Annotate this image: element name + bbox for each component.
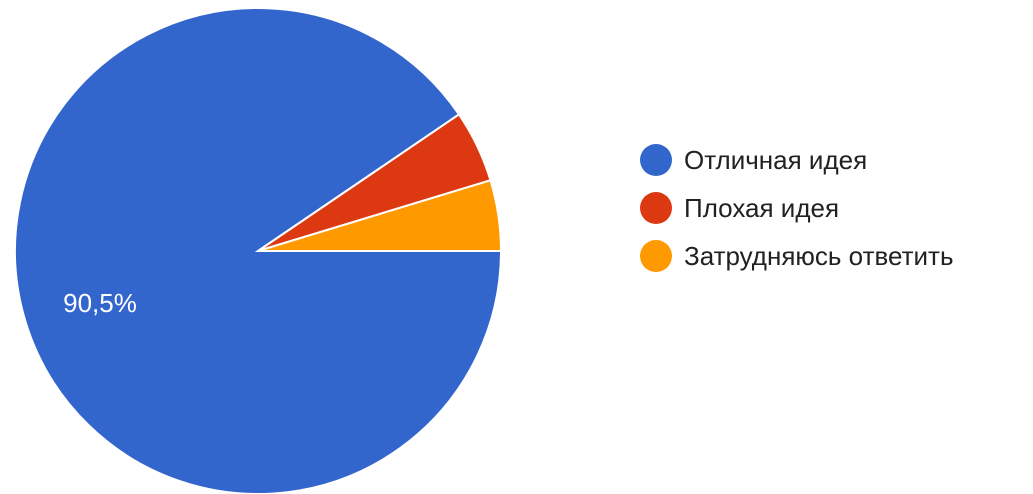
legend-label: Затрудняюсь ответить: [684, 240, 954, 271]
pie-slice-2[interactable]: [257, 179, 503, 252]
legend-item-zatrudnyayus-otvetit[interactable]: Затрудняюсь ответить: [640, 232, 953, 280]
pie-chart: 90,5%: [14, 7, 503, 494]
legend-label: Плохая идея: [684, 192, 840, 223]
legend-swatch-icon: [640, 144, 672, 176]
legend-swatch-icon: [640, 192, 672, 224]
slice-data-label: 90,5%: [63, 288, 137, 318]
legend-swatch-icon: [640, 240, 672, 272]
legend-item-plokhaya-ideya[interactable]: Плохая идея: [640, 184, 953, 232]
legend-item-otlichnaya-ideya[interactable]: Отличная идея: [640, 136, 953, 184]
legend-label: Отличная идея: [684, 144, 868, 175]
chart-legend: Отличная идея Плохая идея Затрудняюсь от…: [640, 136, 953, 280]
